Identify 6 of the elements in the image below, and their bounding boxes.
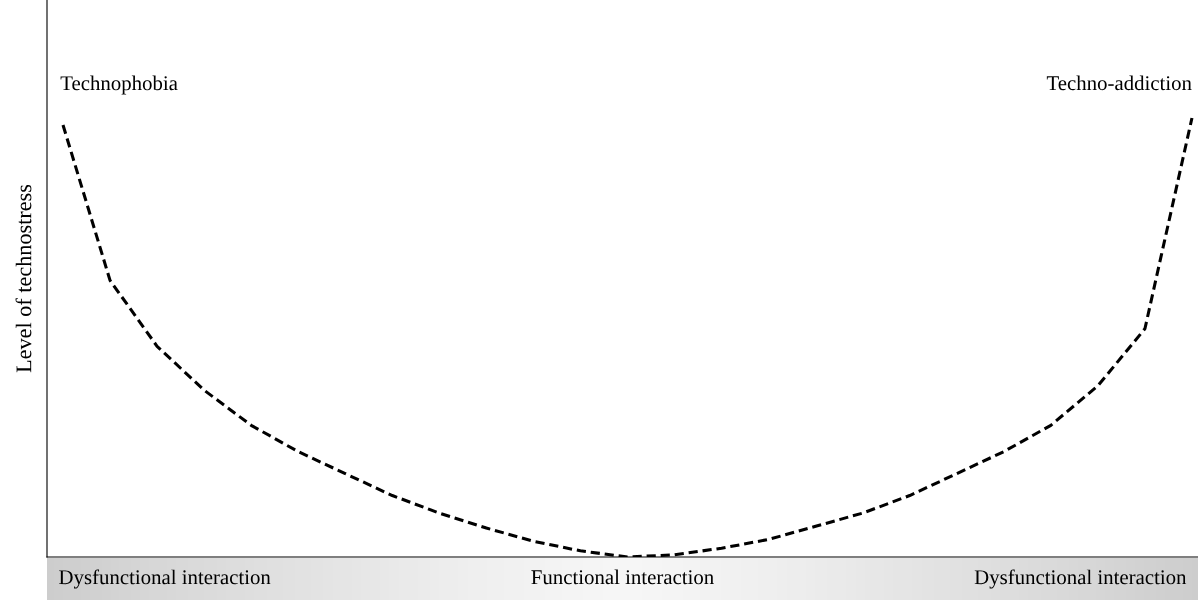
text: Dysfunctional interaction (974, 569, 1187, 589)
text: Functional interaction (531, 569, 714, 585)
text: Dysfunctional interaction (59, 569, 271, 589)
y-axis-title: Level of technostress (15, 184, 32, 373)
text: Techno-addiction (1046, 75, 1192, 91)
text: Technophobia (60, 75, 178, 95)
